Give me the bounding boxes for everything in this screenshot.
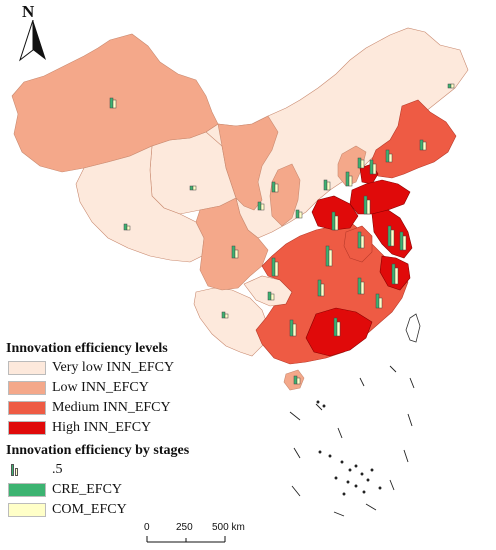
region-taiwan: [405, 313, 421, 343]
scale-bar-line: [146, 536, 226, 543]
bar-group-xinjiang: [109, 97, 117, 109]
legend-label-medium: Medium INN_EFCY: [52, 400, 171, 415]
bar-group-guangxi: [289, 319, 297, 337]
bar-group-hubei: [325, 245, 333, 267]
scale-tick-250: 250: [176, 522, 193, 533]
bar-group-yunnan: [221, 311, 229, 319]
bar-group-shanghai: [399, 231, 407, 251]
swatch-very-low: [8, 361, 46, 375]
bar-group-shandong: [363, 195, 371, 215]
legend-label-com: COM_EFCY: [52, 502, 127, 517]
north-arrow-icon: [19, 20, 46, 62]
region-high-shandong: [349, 179, 411, 215]
legend-item-com: COM_EFCY: [6, 500, 296, 520]
bar-group-tibet: [123, 223, 131, 231]
bar-group-gansu: [257, 201, 265, 211]
legend-item-bar-symbol: .5: [6, 460, 296, 480]
bar-group-hainan: [293, 375, 301, 385]
bar-group-anhui: [357, 231, 365, 249]
swatch-low: [8, 381, 46, 395]
bar-group-hebei: [357, 157, 365, 169]
bar-group-chongqing: [271, 257, 279, 277]
legend-label-bar-symbol: .5: [52, 462, 63, 477]
legend-levels-title: Innovation efficiency levels: [6, 341, 168, 356]
legend-label-high: High INN_EFCY: [52, 420, 152, 435]
bar-group-jiangxi: [357, 277, 365, 295]
bar-group-ningxia: [271, 181, 279, 193]
legend-item-very-low: Very low INN_EFCY: [6, 358, 296, 378]
bar-group-fujian: [375, 293, 383, 309]
swatch-cre: [8, 483, 46, 497]
bar-group-zhejiang: [391, 263, 399, 285]
bar-group-beijing: [369, 159, 377, 175]
scale-tick-500: 500 km: [212, 522, 245, 533]
bar-group-liaoning: [385, 149, 393, 163]
legend-item-medium: Medium INN_EFCY: [6, 398, 296, 418]
bar-group-jiangsu: [387, 225, 395, 247]
legend-item-low: Low INN_EFCY: [6, 378, 296, 398]
bar-group-shanxi: [345, 171, 353, 187]
map-legend: Innovation efficiency levels Very low IN…: [6, 340, 296, 520]
swatch-com: [8, 503, 46, 517]
bar-group-jilin: [419, 139, 427, 151]
bar-group-sichuan: [231, 245, 239, 259]
region-low-sichuan: [195, 197, 269, 291]
bar-group-shaanxi: [295, 209, 303, 219]
region-low-shaanxi: [269, 163, 301, 227]
bar-group-henan: [331, 211, 339, 231]
bar-group-heilongjiang: [447, 83, 455, 89]
north-arrow-label: N: [22, 2, 35, 21]
legend-stages-title: Innovation efficiency by stages: [6, 443, 190, 458]
bar-group-guangdong: [333, 317, 341, 337]
legend-item-high: High INN_EFCY: [6, 418, 296, 438]
region-low-hebei: [337, 145, 367, 187]
legend-item-cre: CRE_EFCY: [6, 480, 296, 500]
bar-group-neimenggu: [323, 179, 331, 191]
bar-group-guizhou: [267, 291, 275, 301]
swatch-medium: [8, 401, 46, 415]
region-very-low-southwest: [193, 287, 269, 357]
bar-group-qinghai: [189, 185, 197, 191]
bar-group-hunan: [317, 279, 325, 297]
legend-label-cre: CRE_EFCY: [52, 482, 123, 497]
scale-bar: 0 250 500 km: [144, 522, 386, 546]
bar-symbol-icon: [8, 462, 46, 478]
legend-label-low: Low INN_EFCY: [52, 380, 149, 395]
south-china-sea-islands: [289, 365, 415, 517]
swatch-high: [8, 421, 46, 435]
scale-tick-0: 0: [144, 522, 150, 533]
legend-label-very-low: Very low INN_EFCY: [52, 360, 175, 375]
stage-bars: [109, 83, 455, 385]
